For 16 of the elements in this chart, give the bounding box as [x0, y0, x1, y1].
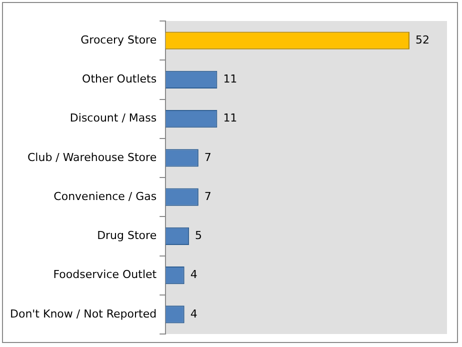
y-tick-label: Drug Store — [97, 229, 157, 242]
data-label: 4 — [190, 307, 198, 320]
data-label: 52 — [415, 33, 430, 46]
y-tick-label: Foodservice Outlet — [53, 268, 158, 282]
y-tick-label: Other Outlets — [82, 72, 157, 86]
data-label: 7 — [204, 150, 212, 164]
data-label: 5 — [195, 229, 202, 242]
y-tick-label: Convenience / Gas — [54, 190, 157, 203]
y-tick-label: Don't Know / Not Reported — [10, 307, 157, 320]
data-label: 7 — [204, 190, 212, 203]
y-tick-label: Grocery Store — [80, 33, 157, 46]
data-label: 11 — [223, 112, 238, 125]
data-label: 4 — [190, 268, 198, 282]
data-label: 11 — [223, 72, 238, 86]
y-tick-label: Club / Warehouse Store — [27, 150, 157, 164]
y-tick-label: Discount / Mass — [70, 112, 157, 125]
